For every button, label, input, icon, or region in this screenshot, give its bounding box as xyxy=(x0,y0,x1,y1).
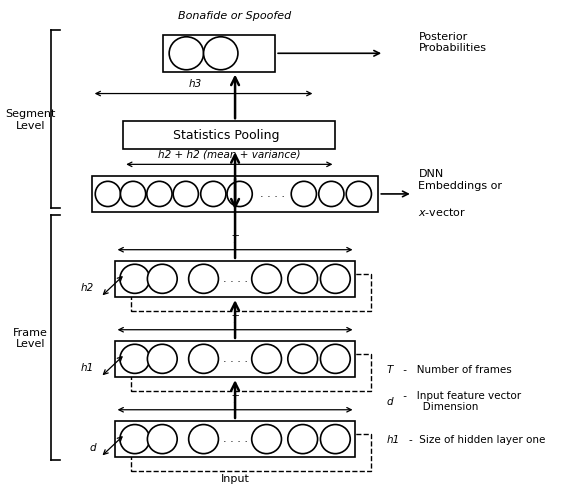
Ellipse shape xyxy=(227,182,252,206)
Ellipse shape xyxy=(251,344,281,373)
Ellipse shape xyxy=(120,344,149,373)
Text: d: d xyxy=(90,444,96,453)
Bar xyxy=(123,121,335,149)
Ellipse shape xyxy=(251,264,281,293)
Text: Bonafide or Spoofed: Bonafide or Spoofed xyxy=(179,11,292,21)
Ellipse shape xyxy=(251,425,281,454)
Text: Frame
Level: Frame Level xyxy=(13,327,48,349)
Text: h3: h3 xyxy=(188,79,202,89)
Ellipse shape xyxy=(291,182,316,206)
Ellipse shape xyxy=(288,425,318,454)
Bar xyxy=(131,354,372,391)
Text: DNN
Embeddings or: DNN Embeddings or xyxy=(418,169,502,203)
Ellipse shape xyxy=(321,344,350,373)
Bar xyxy=(115,421,355,457)
Ellipse shape xyxy=(120,264,149,293)
Ellipse shape xyxy=(321,425,350,454)
Text: d: d xyxy=(387,397,394,407)
Bar xyxy=(115,261,355,297)
Bar xyxy=(163,35,275,72)
Text: T: T xyxy=(232,235,239,245)
Ellipse shape xyxy=(120,425,149,454)
Text: T: T xyxy=(387,365,393,375)
Text: Input: Input xyxy=(221,474,250,484)
Text: T: T xyxy=(232,395,239,405)
Text: . . . .: . . . . xyxy=(223,274,247,284)
Text: Statistics Pooling: Statistics Pooling xyxy=(173,129,280,142)
Ellipse shape xyxy=(121,182,146,206)
Ellipse shape xyxy=(96,182,121,206)
Ellipse shape xyxy=(148,344,177,373)
Ellipse shape xyxy=(321,264,350,293)
Text: . . . .: . . . . xyxy=(223,354,247,364)
Text: h2: h2 xyxy=(80,284,94,293)
Ellipse shape xyxy=(203,37,238,70)
Text: T: T xyxy=(232,315,239,325)
Ellipse shape xyxy=(147,182,172,206)
Text: . . . .: . . . . xyxy=(223,434,247,444)
Ellipse shape xyxy=(200,182,226,206)
Text: -  Size of hidden layer one: - Size of hidden layer one xyxy=(408,435,545,446)
Text: h2 + h2 (mean + variance): h2 + h2 (mean + variance) xyxy=(158,149,301,160)
Ellipse shape xyxy=(288,264,318,293)
Bar xyxy=(115,341,355,377)
Text: Segment
Level: Segment Level xyxy=(5,109,56,131)
Ellipse shape xyxy=(346,182,372,206)
Text: Posterior
Probabilities: Posterior Probabilities xyxy=(418,32,486,53)
Text: -   Number of frames: - Number of frames xyxy=(400,365,511,375)
Text: -   Input feature vector
       Dimension: - Input feature vector Dimension xyxy=(400,391,520,412)
Ellipse shape xyxy=(189,425,219,454)
Ellipse shape xyxy=(173,182,199,206)
Text: h1: h1 xyxy=(80,364,94,373)
Ellipse shape xyxy=(189,344,219,373)
Ellipse shape xyxy=(148,264,177,293)
Ellipse shape xyxy=(288,344,318,373)
Text: . . . .: . . . . xyxy=(260,189,285,199)
Ellipse shape xyxy=(189,264,219,293)
Bar xyxy=(131,274,372,311)
Ellipse shape xyxy=(319,182,344,206)
Ellipse shape xyxy=(169,37,203,70)
Bar xyxy=(92,176,379,212)
Ellipse shape xyxy=(148,425,177,454)
Text: h1: h1 xyxy=(387,435,400,446)
Bar xyxy=(131,434,372,471)
Text: $x$-vector: $x$-vector xyxy=(418,206,466,218)
